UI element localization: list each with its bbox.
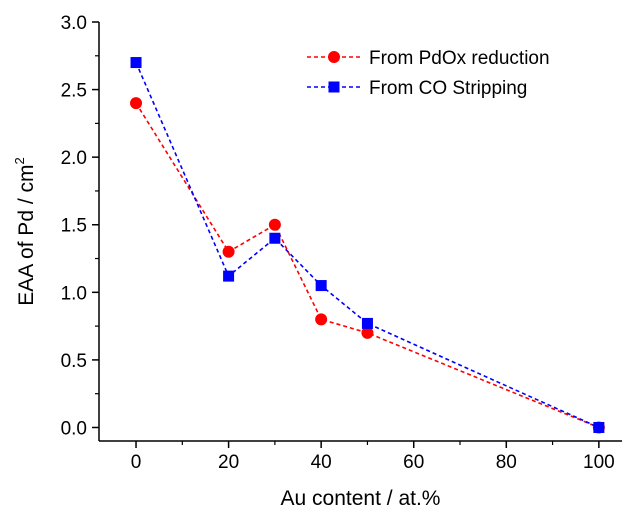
data-point [593, 421, 605, 433]
data-point [315, 313, 328, 326]
data-point [268, 218, 281, 231]
data-point [223, 270, 235, 282]
y-tick-label: 0.0 [61, 418, 87, 439]
y-tick-label: 1.5 [61, 216, 87, 237]
x-tick-label: 100 [583, 452, 615, 473]
legend-marker [328, 51, 340, 63]
series-line [135, 102, 600, 429]
data-point [222, 245, 235, 258]
series-line [135, 62, 600, 429]
y-axis-title: EAA of Pd / cm2 [12, 157, 38, 305]
x-tick-label: 20 [218, 452, 239, 473]
data-point [130, 97, 143, 110]
legend-label: From CO Stripping [369, 78, 527, 99]
data-point [361, 326, 374, 339]
y-axis-title-text: EAA of Pd / cm [15, 165, 38, 306]
y-tick-label: 0.5 [61, 351, 87, 372]
y-tick-label: 3.0 [61, 13, 87, 34]
series-layer [130, 57, 605, 434]
legend-item-2: From CO Stripping [307, 78, 527, 99]
data-point [130, 57, 142, 69]
y-tick-label: 2.5 [61, 81, 87, 102]
x-tick-label: 40 [311, 452, 332, 473]
x-tick-label: 80 [496, 452, 517, 473]
y-axis-title-superscript: 2 [12, 157, 27, 164]
legend-label: From PdOx reduction [369, 48, 550, 69]
y-axis-title-group: EAA of Pd / cm2 [12, 157, 38, 305]
legend-item-1: From PdOx reduction [307, 48, 550, 69]
y-tick-label: 2.0 [61, 148, 87, 169]
series-1 [130, 97, 605, 434]
series-2 [130, 57, 605, 433]
data-point [315, 280, 327, 292]
legend: From PdOx reduction From CO Stripping [307, 48, 550, 99]
y-tick-label: 1.0 [61, 283, 87, 304]
x-tick-label: 60 [403, 452, 424, 473]
axes: 0 20 40 60 80 100 0.0 0.5 1.0 1.5 2.0 2.5 3.0 [61, 13, 622, 473]
data-point [269, 232, 281, 244]
data-point [361, 317, 373, 329]
legend-marker [328, 81, 340, 93]
x-axis-title: Au content / at.% [281, 487, 441, 510]
x-tick-label: 0 [131, 452, 142, 473]
